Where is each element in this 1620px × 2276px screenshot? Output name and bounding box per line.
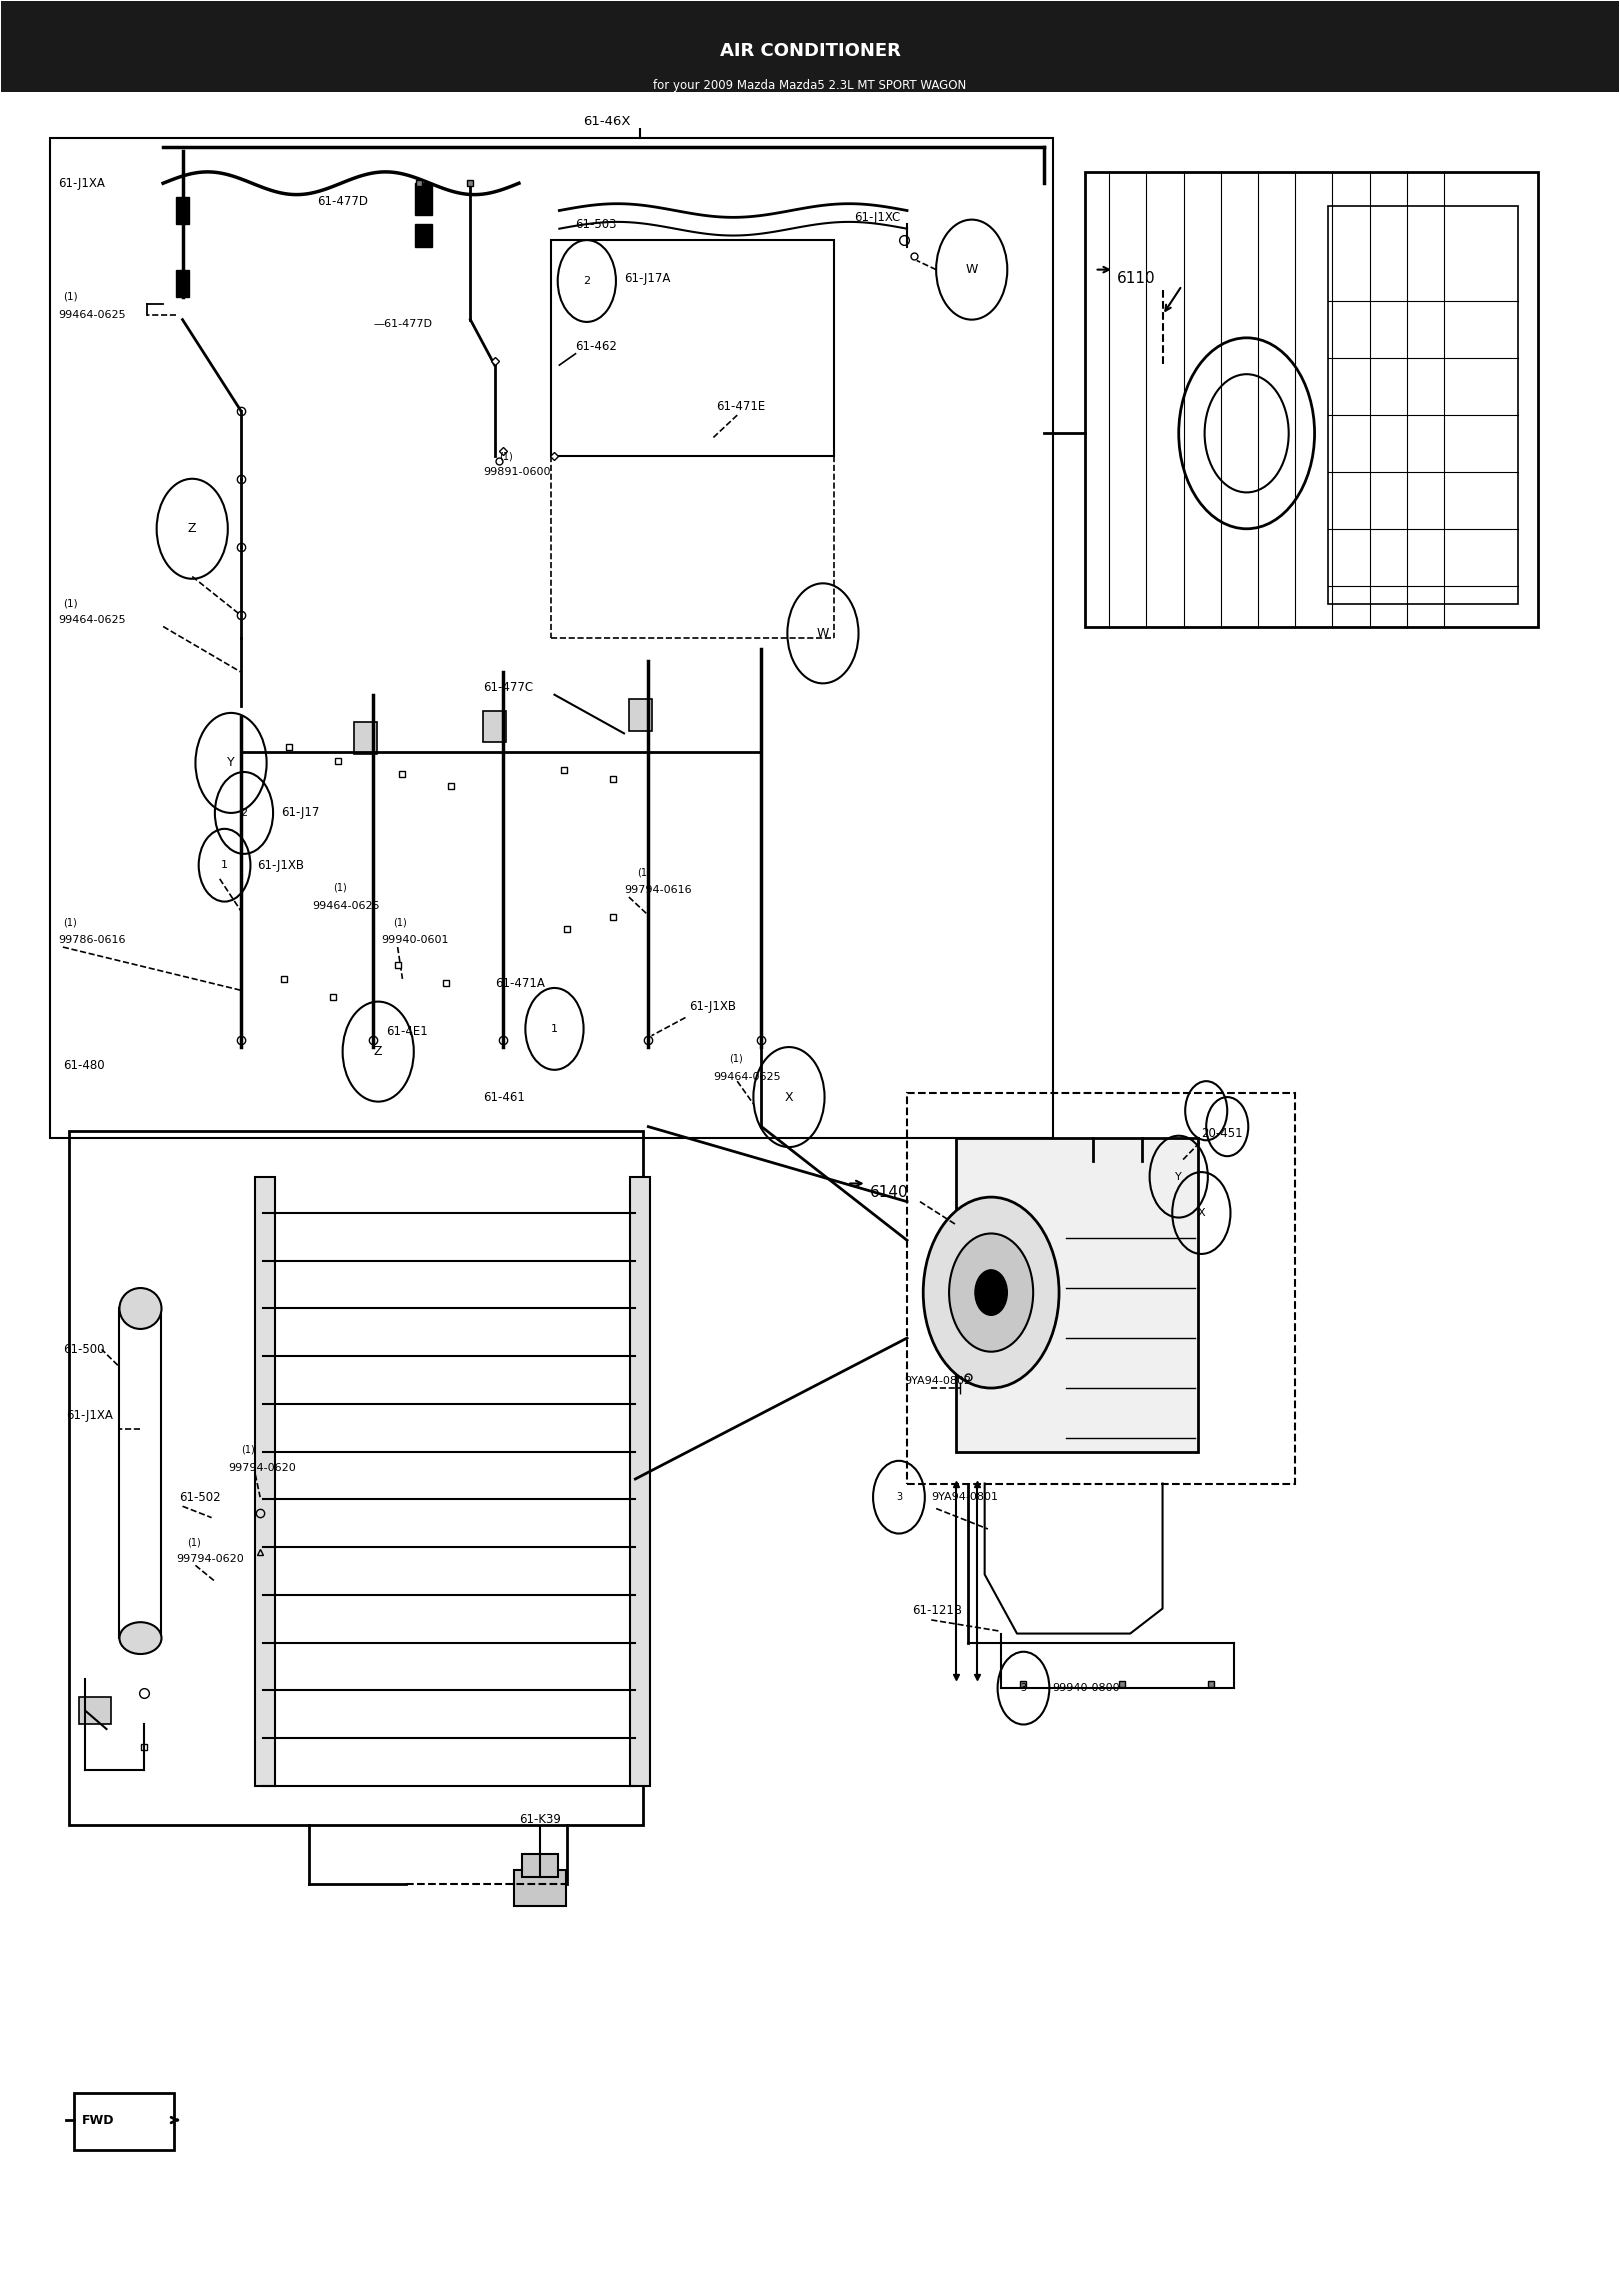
Bar <box>415 223 431 246</box>
Text: 99464-0625: 99464-0625 <box>713 1072 781 1081</box>
Circle shape <box>923 1197 1059 1388</box>
Bar <box>1085 173 1537 626</box>
Bar <box>629 699 651 731</box>
Text: 61-J1XA: 61-J1XA <box>66 1409 113 1422</box>
Text: AIR CONDITIONER: AIR CONDITIONER <box>719 43 901 61</box>
Ellipse shape <box>120 1623 162 1655</box>
Bar <box>483 710 505 742</box>
Text: 61-J17: 61-J17 <box>282 806 319 819</box>
Bar <box>177 198 190 223</box>
Text: W: W <box>816 626 829 640</box>
Bar <box>551 239 834 455</box>
Text: 9YA94-0801: 9YA94-0801 <box>931 1493 998 1502</box>
Text: 61-471E: 61-471E <box>716 401 766 412</box>
Text: 61-J1XC: 61-J1XC <box>854 212 901 223</box>
Text: 61-J17A: 61-J17A <box>624 273 671 284</box>
Text: 20-451: 20-451 <box>1202 1127 1243 1140</box>
Bar <box>75 2092 175 2149</box>
Bar <box>415 184 431 214</box>
Bar <box>256 1177 275 1787</box>
Text: Y: Y <box>1176 1172 1183 1181</box>
Bar <box>514 1871 565 1907</box>
Text: (1): (1) <box>637 867 651 876</box>
Circle shape <box>975 1270 1008 1316</box>
Text: 99794-0620: 99794-0620 <box>177 1555 243 1564</box>
Text: (1): (1) <box>63 599 78 608</box>
Text: 6110: 6110 <box>1118 271 1157 287</box>
Text: —61-477D: —61-477D <box>373 319 433 330</box>
Text: 99940-0601: 99940-0601 <box>381 935 449 945</box>
Text: 61-477C: 61-477C <box>483 681 533 694</box>
Bar <box>70 1131 643 1825</box>
Text: FWD: FWD <box>83 2114 115 2126</box>
Text: 61-502: 61-502 <box>180 1491 220 1504</box>
Text: 99794-0616: 99794-0616 <box>624 885 692 894</box>
Text: 99464-0625: 99464-0625 <box>58 615 126 624</box>
Text: 61-J1XB: 61-J1XB <box>258 858 305 872</box>
Text: 99786-0616: 99786-0616 <box>58 935 125 945</box>
Text: 61-461: 61-461 <box>483 1090 525 1104</box>
Text: (1): (1) <box>499 451 514 462</box>
Text: 61-462: 61-462 <box>575 341 617 353</box>
Text: 99464-0625: 99464-0625 <box>313 901 379 910</box>
Text: 1: 1 <box>551 1024 557 1033</box>
Bar <box>79 1698 112 1725</box>
Bar <box>907 1092 1294 1484</box>
Text: 2: 2 <box>583 275 590 287</box>
Text: Z: Z <box>188 521 196 535</box>
Text: 61-4E1: 61-4E1 <box>386 1024 428 1038</box>
Text: 6140: 6140 <box>870 1186 909 1199</box>
Text: X: X <box>1197 1209 1205 1218</box>
Text: 61-503: 61-503 <box>575 218 617 230</box>
Text: 2: 2 <box>240 808 248 817</box>
Text: 1: 1 <box>220 860 228 869</box>
Text: 3: 3 <box>1021 1684 1027 1693</box>
Text: 61-J1XA: 61-J1XA <box>58 178 105 189</box>
Text: 61-471A: 61-471A <box>494 976 544 990</box>
Bar <box>1327 207 1518 603</box>
Text: (1): (1) <box>188 1539 201 1548</box>
Ellipse shape <box>120 1288 162 1329</box>
Text: 61-K39: 61-K39 <box>518 1814 561 1825</box>
Circle shape <box>949 1234 1034 1352</box>
Text: 99464-0625: 99464-0625 <box>58 310 126 321</box>
Bar <box>956 1138 1199 1452</box>
Text: (1): (1) <box>392 917 407 926</box>
Text: (1): (1) <box>729 1054 744 1063</box>
Bar <box>120 1309 162 1639</box>
Text: X: X <box>784 1090 794 1104</box>
Text: (1): (1) <box>63 291 78 303</box>
Text: (1): (1) <box>241 1445 254 1454</box>
Bar <box>353 721 376 753</box>
Text: 99891-0600: 99891-0600 <box>483 467 551 478</box>
Text: (1): (1) <box>63 917 76 926</box>
Text: 99794-0620: 99794-0620 <box>228 1463 295 1473</box>
Bar <box>630 1177 650 1787</box>
Bar <box>177 269 190 296</box>
Bar <box>522 1855 557 1878</box>
Text: Y: Y <box>227 756 235 769</box>
Text: for your 2009 Mazda Mazda5 2.3L MT SPORT WAGON: for your 2009 Mazda Mazda5 2.3L MT SPORT… <box>653 80 967 91</box>
Text: 61-J1XB: 61-J1XB <box>688 999 735 1013</box>
Text: 61-477D: 61-477D <box>318 196 368 207</box>
Text: 61-500: 61-500 <box>63 1343 104 1356</box>
Text: 99940-0800: 99940-0800 <box>1053 1684 1119 1693</box>
Text: 61-480: 61-480 <box>63 1058 104 1072</box>
Text: Z: Z <box>374 1045 382 1058</box>
Bar <box>50 139 1053 1138</box>
Text: 9YA94-0802: 9YA94-0802 <box>904 1377 970 1386</box>
Text: W: W <box>966 264 978 275</box>
Text: 61-121B: 61-121B <box>912 1605 962 1618</box>
Text: 61-46X: 61-46X <box>583 116 632 127</box>
Text: (1): (1) <box>334 883 347 892</box>
Text: 3: 3 <box>896 1493 902 1502</box>
Bar <box>2 2 1618 93</box>
